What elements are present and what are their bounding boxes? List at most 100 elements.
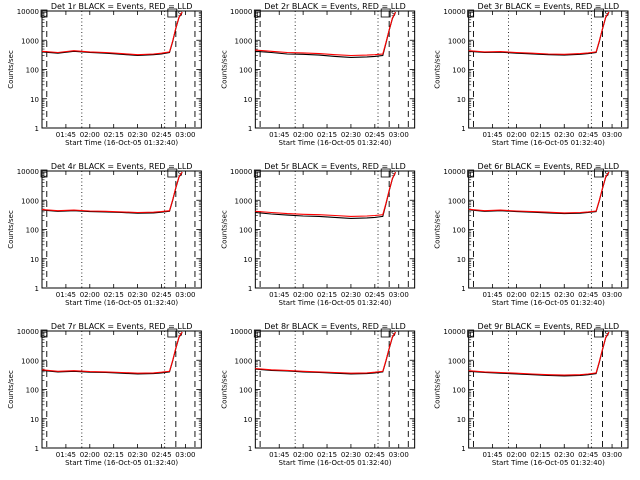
corner-box-marker (594, 8, 604, 18)
series-line-events (255, 172, 396, 219)
x-tick-label: 02:15 (104, 291, 124, 299)
y-tick-label: 1 (35, 285, 39, 293)
y-tick-label: 10 (457, 416, 466, 424)
plot-frame (468, 10, 629, 129)
series-line-lld (41, 11, 183, 56)
y-tick-label: 1 (35, 125, 39, 133)
x-tick-label: 01:45 (56, 291, 76, 299)
x-tick-label: 02:15 (530, 131, 550, 139)
corner-mark-left: D (43, 332, 48, 339)
x-tick-label: 02:30 (341, 131, 361, 139)
y-tick-label: 100 (452, 67, 465, 75)
y-tick-label: 100 (26, 67, 39, 75)
corner-box-marker (467, 329, 475, 338)
series-line-lld (41, 331, 183, 374)
corner-mark-left: D (470, 332, 475, 339)
y-tick-label: 10 (457, 96, 466, 104)
series-line-events (255, 12, 396, 58)
y-axis-label: Counts/sec (220, 370, 228, 409)
y-tick-label: 10000 (443, 168, 465, 176)
corner-box-marker (40, 9, 48, 18)
y-axis-label: Counts/sec (220, 50, 228, 89)
x-tick-label: 01:45 (269, 451, 289, 459)
x-tick-label: 02:30 (554, 291, 574, 299)
corner-mark-right: S (391, 170, 396, 178)
corner-box-marker (40, 169, 48, 178)
x-tick-label: 02:45 (578, 291, 598, 299)
corner-mark-right: S (604, 10, 609, 18)
y-tick-label: 1000 (448, 357, 466, 365)
plot-frame (41, 330, 202, 449)
plot-frame (254, 170, 416, 289)
series-line-lld (255, 331, 396, 374)
x-tick-label: 02:00 (506, 451, 526, 459)
corner-mark-left: D (470, 172, 475, 179)
y-tick-label: 10000 (17, 328, 39, 336)
x-axis-label: Start Time (16-Oct-05 01:32:40) (279, 459, 392, 467)
corner-box-marker (594, 328, 604, 338)
corner-box-marker (167, 328, 178, 338)
x-tick-label: 02:00 (80, 291, 100, 299)
y-axis-label: Counts/sec (7, 370, 15, 409)
series-line-events (41, 171, 183, 214)
y-tick-label: 10000 (443, 328, 465, 336)
x-tick-label: 02:00 (80, 451, 100, 459)
y-tick-label: 100 (239, 227, 252, 235)
y-tick-label: 10 (243, 96, 252, 104)
x-tick-label: 03:00 (389, 291, 409, 299)
x-tick-label: 01:45 (56, 131, 76, 139)
y-tick-label: 1 (35, 445, 39, 453)
y-tick-label: 100 (26, 227, 39, 235)
series-line-lld (468, 11, 610, 55)
corner-box-marker (167, 168, 178, 178)
series-line-events (468, 172, 610, 215)
x-tick-label: 03:00 (389, 131, 409, 139)
chart-panel-2: Det 2r BLACK = Events, RED = LLD 1 10 100 10… (220, 2, 416, 147)
corner-box-marker (594, 168, 604, 178)
corner-mark-right: S (391, 10, 396, 18)
chart-panel-8: Det 8r BLACK = Events, RED = LLD 1 10 100 10… (220, 322, 416, 467)
y-tick-label: 1000 (235, 357, 253, 365)
x-tick-label: 02:30 (554, 451, 574, 459)
chart-title: Det 5r BLACK = Events, RED = LLD (264, 162, 406, 171)
x-axis-label: Start Time (16-Oct-05 01:32:40) (492, 459, 605, 467)
series-line-events (41, 12, 183, 57)
x-tick-label: 02:00 (293, 451, 313, 459)
x-tick-label: 02:45 (151, 451, 171, 459)
x-tick-label: 02:30 (341, 291, 361, 299)
y-tick-label: 1 (248, 125, 252, 133)
y-tick-label: 10 (243, 256, 252, 264)
corner-box-marker (253, 169, 261, 178)
x-axis-label: Start Time (16-Oct-05 01:32:40) (65, 139, 178, 147)
y-tick-label: 1000 (235, 197, 253, 205)
y-tick-label: 10 (243, 416, 252, 424)
series-line-lld (468, 171, 610, 214)
x-tick-label: 02:45 (578, 451, 598, 459)
y-tick-label: 1 (248, 445, 252, 453)
chart-title: Det 4r BLACK = Events, RED = LLD (51, 162, 193, 171)
x-tick-label: 02:15 (104, 451, 124, 459)
y-axis-label: Counts/sec (434, 210, 442, 249)
x-tick-label: 02:00 (506, 291, 526, 299)
y-axis-label: Counts/sec (7, 50, 15, 89)
corner-mark-left: D (43, 12, 48, 19)
y-axis-label: Counts/sec (434, 370, 442, 409)
x-axis-label: Start Time (16-Oct-05 01:32:40) (492, 299, 605, 307)
y-tick-label: 1000 (448, 197, 466, 205)
y-tick-label: 10000 (230, 168, 252, 176)
series-line-lld (468, 331, 610, 376)
x-tick-label: 03:00 (602, 451, 622, 459)
y-tick-label: 1 (461, 125, 465, 133)
x-axis-label: Start Time (16-Oct-05 01:32:40) (279, 299, 392, 307)
y-tick-label: 10000 (230, 8, 252, 16)
x-tick-label: 02:00 (506, 131, 526, 139)
series-line-events (41, 332, 183, 375)
chart-title: Det 6r BLACK = Events, RED = LLD (478, 162, 620, 171)
plot-frame (41, 10, 202, 129)
x-tick-label: 02:30 (128, 131, 148, 139)
x-tick-label: 02:45 (578, 131, 598, 139)
corner-box-marker (380, 8, 391, 18)
x-tick-label: 03:00 (602, 131, 622, 139)
corner-box-marker (253, 329, 261, 338)
